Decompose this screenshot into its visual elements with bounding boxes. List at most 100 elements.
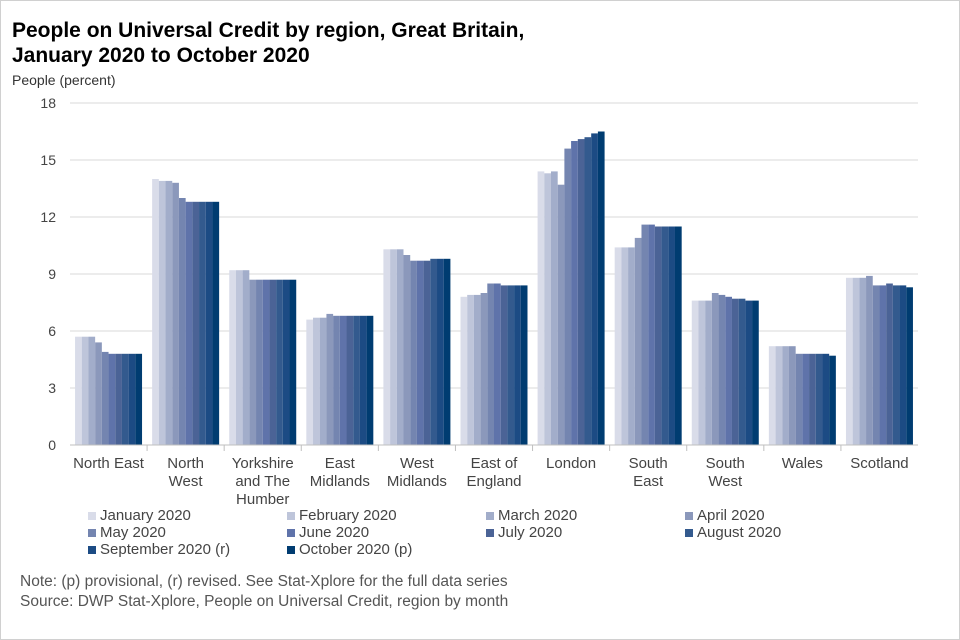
legend-label: July 2020 [498,524,563,541]
bar [178,198,186,445]
bar [487,283,494,445]
x-tick-label: Midlands [310,473,370,490]
bar [366,315,374,445]
legend-swatch [287,511,295,520]
bar [410,260,417,445]
bar [430,258,438,445]
bar [738,298,746,445]
legend-item: September 2020 (r) [88,541,230,558]
bar [822,353,830,445]
legend-item: February 2020 [287,507,397,524]
legend-item: January 2020 [88,507,191,524]
x-tick-label: West [708,473,743,490]
x-tick-label: East [325,455,356,472]
bar [674,226,682,445]
y-tick-label: 9 [48,266,56,282]
bar [809,353,816,445]
x-tick-label: South [706,455,745,472]
legend-swatch [88,528,96,537]
bar [691,300,699,445]
bar [81,336,89,445]
bar [614,247,622,445]
bar [718,294,726,445]
bar [249,279,257,445]
bar [500,285,508,445]
bar [467,294,474,445]
x-tick-label: East of [471,455,519,472]
bar [815,353,823,445]
x-tick-label: Humber [236,491,289,508]
bar [346,315,354,445]
legend-swatch [685,511,693,520]
bar [403,255,411,445]
bar [390,249,397,445]
bar [95,342,102,445]
bar [591,133,598,445]
bar [705,300,712,445]
bar [668,226,675,445]
bar [879,285,887,445]
bar [550,171,558,445]
bar [256,279,263,445]
bar [396,249,404,445]
bar [886,283,893,445]
bar [437,258,444,445]
bar [628,247,635,445]
x-tick-label: North [167,455,204,472]
y-tick-label: 15 [40,152,56,168]
bar [282,279,290,445]
source-text: Source: DWP Stat-Xplore, People on Unive… [20,593,509,610]
x-tick-label: North East [73,455,145,472]
bar [899,285,907,445]
bar [443,258,451,445]
bar [829,355,836,445]
bar [584,137,592,445]
bar [768,346,776,445]
bar [802,353,810,445]
bar [597,131,605,445]
x-tick-label: East [633,473,664,490]
bar [537,171,545,445]
bar [621,247,629,445]
bar [75,336,82,445]
x-tick-label: Midlands [387,473,447,490]
bar [577,139,585,445]
legend-label: September 2020 (r) [100,541,231,558]
notes: Note: (p) provisional, (r) revised. See … [20,572,508,612]
bar [480,293,488,445]
bar [845,277,853,445]
y-tick-label: 18 [40,95,56,111]
bar [339,315,347,445]
bar [229,270,236,445]
bar [872,285,880,445]
bar [269,279,277,445]
bar [235,270,243,445]
bar [101,351,109,445]
bar [333,315,340,445]
bar [782,346,789,445]
x-tick-label: Scotland [850,455,908,472]
bar [262,279,270,445]
x-tick-label: South [629,455,668,472]
bar [654,226,662,445]
bar [185,201,193,445]
bar [520,285,528,445]
bar [852,277,860,445]
bar [289,279,297,445]
bar [775,346,783,445]
bar [859,277,867,445]
bar [698,300,706,445]
legend-item: March 2020 [486,507,577,524]
legend-label: February 2020 [299,507,397,524]
bar [383,249,391,445]
bar [473,294,481,445]
legend-swatch [287,528,295,537]
legend-item: July 2020 [486,524,562,541]
bar [242,270,250,445]
y-axis-label: People (percent) [12,72,116,88]
legend-label: May 2020 [100,524,166,541]
y-tick-label: 3 [48,380,56,396]
chart-title-line-1: People on Universal Credit by region, Gr… [12,19,525,42]
legend-item: May 2020 [88,524,166,541]
x-tick-label: West [169,473,204,490]
